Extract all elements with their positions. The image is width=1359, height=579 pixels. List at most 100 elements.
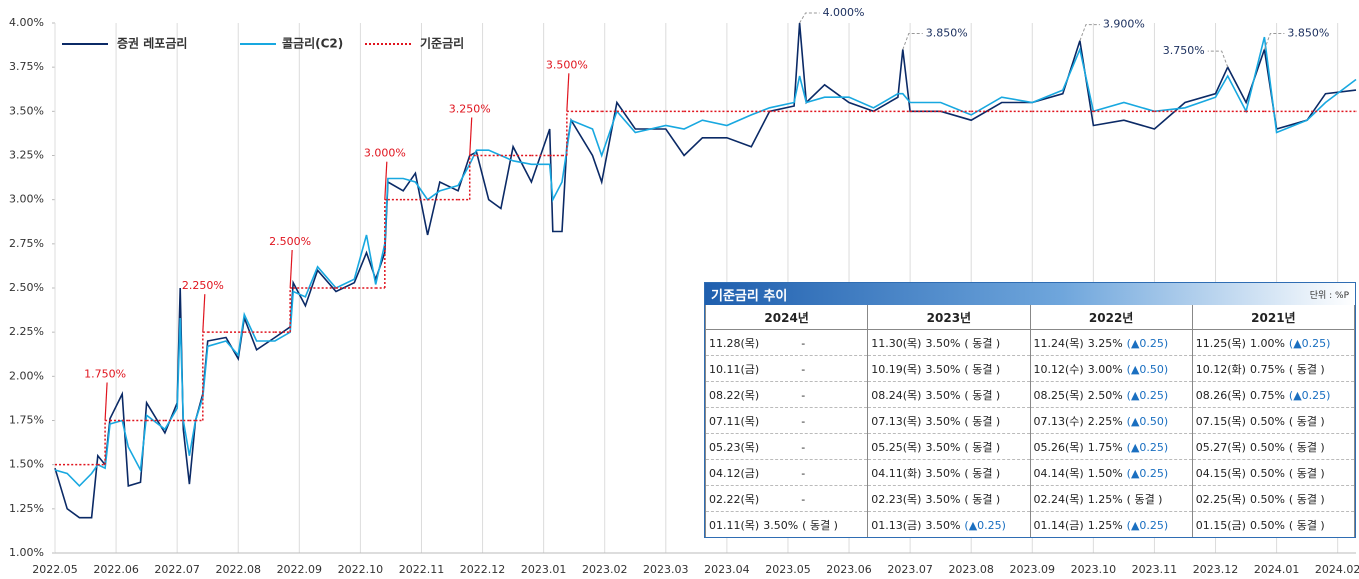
rate-table: 기준금리 추이 단위 : %P 2024년 2023년 2022년 2021년 11.28(… [704, 282, 1356, 538]
cell-text: 1.25% [1087, 518, 1123, 532]
y-tick-label: 2.75% [9, 237, 44, 250]
cell-text: 10.12(화) [1195, 362, 1246, 376]
cell-text: 04.12(금) [709, 466, 760, 480]
cell-text: 10.12(수) [1033, 362, 1084, 376]
cell-text: 02.22(목) [709, 492, 760, 506]
cell-text: 08.22(목) [709, 388, 760, 402]
cell-text: 1.25% [1087, 492, 1123, 506]
x-tick-label: 2023.03 [643, 563, 689, 576]
cell-text: 10.19(목) [871, 362, 922, 376]
table-row: 05.23(목) -05.25(목) 3.50%( 동결 ) 05.26(목) 1.75… [704, 433, 1356, 460]
cell-text: 2.50% [1087, 388, 1123, 402]
cell-text: - [801, 388, 806, 402]
column-header: 2024년 [704, 305, 869, 330]
annotation: 4.000% [823, 6, 865, 19]
table-cell: 07.13(목) 3.50%( 동결 ) [867, 407, 1031, 434]
cell-text: 3.50% [925, 440, 961, 454]
table-row: 02.22(목) -02.23(목) 3.50%( 동결 ) 02.24(목) 1.25… [704, 485, 1356, 512]
table-title: 기준금리 추이 [711, 288, 788, 304]
cell-text: 1.00% [1249, 336, 1285, 350]
cell-text: ( 동결 ) [964, 440, 1001, 454]
x-tick-label: 2023.06 [826, 563, 872, 576]
cell-text: 01.11(목) [709, 518, 760, 532]
cell-text: 05.26(목) [1033, 440, 1084, 454]
x-tick-label: 2023.12 [1193, 563, 1239, 576]
x-tick-label: 2022.05 [32, 563, 78, 576]
x-tick-label: 2023.05 [765, 563, 811, 576]
cell-text: ( 동결 ) [964, 362, 1001, 376]
cell-text: 07.15(목) [1195, 414, 1246, 428]
cell-text: 3.50% [763, 518, 799, 532]
y-tick-label: 1.00% [9, 546, 44, 559]
cell-text: - [801, 440, 806, 454]
annotation: 1.750% [84, 368, 126, 381]
table-row: 07.11(목) -07.13(목) 3.50%( 동결 ) 07.13(수) 2.25… [704, 407, 1356, 434]
table-cell: 08.25(목) 2.50% (▲0.25) [1029, 381, 1193, 408]
cell-text: ( 동결 ) [964, 466, 1001, 480]
cell-text: 0.50% [1249, 414, 1285, 428]
cell-text: 05.27(목) [1195, 440, 1246, 454]
cell-text: 07.13(목) [871, 414, 922, 428]
annotation-leader [469, 117, 473, 156]
x-tick-label: 2024.01 [1254, 563, 1300, 576]
x-tick-label: 2023.11 [1132, 563, 1178, 576]
cell-text: 05.23(목) [709, 440, 760, 454]
table-row: 04.12(금) -04.11(화) 3.50%( 동결 ) 04.14(목) 1.50… [704, 459, 1356, 486]
cell-text: - [801, 336, 806, 350]
legend-label: 콜금리(C2) [282, 36, 343, 51]
cell-text: (▲0.25) [1288, 388, 1331, 402]
cell-text: 01.14(금) [1033, 518, 1084, 532]
annotation-leader [799, 12, 820, 24]
table-cell: 01.14(금) 1.25% (▲0.25) [1029, 511, 1193, 537]
cell-text: ( 동결 ) [802, 518, 838, 532]
table-cell: 02.25(목) 0.50%( 동결 ) [1191, 485, 1356, 512]
annotation: 2.500% [269, 235, 311, 248]
table-cell: 10.19(목) 3.50%( 동결 ) [867, 355, 1031, 382]
x-tick-label: 2024.02 [1315, 563, 1359, 576]
column-header: 2021년 [1191, 305, 1356, 330]
cell-text: ( 동결 ) [1126, 492, 1163, 506]
annotation-leader [566, 73, 570, 112]
cell-text: ( 동결 ) [1288, 518, 1325, 532]
x-tick-label: 2022.09 [277, 563, 323, 576]
series-line [54, 22, 1357, 519]
x-tick-label: 2022.10 [338, 563, 384, 576]
legend-label: 증권 레포금리 [117, 36, 187, 51]
cell-text: 1.75% [1087, 440, 1123, 454]
cell-text: ( 동결 ) [964, 388, 1001, 402]
cell-text: (▲0.25) [1126, 466, 1169, 480]
cell-text: 3.50% [925, 414, 961, 428]
x-tick-label: 2023.10 [1071, 563, 1117, 576]
cell-text: (▲0.25) [1126, 518, 1169, 532]
header-row: 2024년 2023년 2022년 2021년 [704, 305, 1356, 330]
cell-text: 0.75% [1249, 388, 1285, 402]
y-tick-label: 3.25% [9, 149, 44, 162]
cell-text: 0.75% [1249, 362, 1285, 376]
annotation: 3.250% [449, 103, 491, 116]
cell-text: (▲0.50) [1126, 414, 1169, 428]
annotation-leader [1079, 24, 1100, 41]
cell-text: (▲0.25) [1126, 388, 1169, 402]
table-title-bar: 기준금리 추이 단위 : %P [705, 283, 1355, 305]
cell-text: 0.50% [1249, 440, 1285, 454]
table-cell: 01.13(금) 3.50% (▲0.25) [867, 511, 1031, 537]
table-cell: 07.13(수) 2.25% (▲0.50) [1029, 407, 1193, 434]
cell-text: 02.25(목) [1195, 492, 1246, 506]
cell-text: - [801, 492, 806, 506]
cell-text: 04.11(화) [871, 466, 922, 480]
table-cell: 02.22(목) - [704, 485, 869, 512]
table-cell: 05.27(목) 0.50%( 동결 ) [1191, 433, 1356, 460]
x-tick-label: 2022.08 [215, 563, 261, 576]
cell-text: (▲0.25) [1288, 336, 1331, 350]
y-tick-label: 3.50% [9, 104, 44, 117]
table-cell: 02.24(목) 1.25%( 동결 ) [1029, 485, 1193, 512]
y-tick-label: 1.50% [9, 458, 44, 471]
table-cell: 10.12(화) 0.75%( 동결 ) [1191, 355, 1356, 382]
cell-text: 1.50% [1087, 466, 1123, 480]
cell-text: 04.15(목) [1195, 466, 1246, 480]
cell-text: (▲0.25) [1126, 440, 1169, 454]
series-line [54, 36, 1357, 488]
cell-text: - [801, 414, 806, 428]
x-tick-label: 2023.08 [948, 563, 994, 576]
table-cell: 05.26(목) 1.75% (▲0.25) [1029, 433, 1193, 460]
